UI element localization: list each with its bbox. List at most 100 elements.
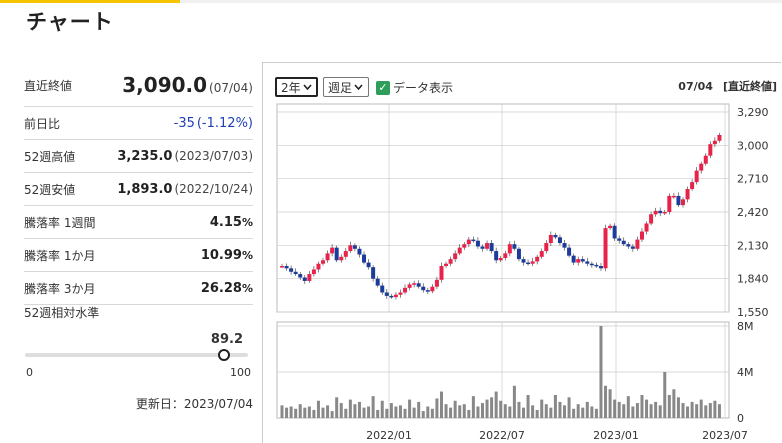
candle-body <box>562 243 567 248</box>
volume-bar <box>540 399 544 418</box>
candle-body <box>389 295 394 298</box>
m1-value-group: 10.99% <box>201 248 253 263</box>
data-display-label: データ表示 <box>393 81 454 95</box>
candle-body <box>703 155 708 164</box>
candle-body <box>357 248 362 255</box>
volume-bar <box>298 404 302 418</box>
price-tick-label: 2,710 <box>737 173 769 186</box>
volume-bar <box>645 399 649 418</box>
volume-bar <box>608 389 612 418</box>
data-display-toggle[interactable]: ✓ データ表示 <box>376 79 453 96</box>
m3-unit: % <box>241 281 253 295</box>
candle-body <box>635 239 640 249</box>
candle-body <box>453 253 458 260</box>
relative-value: 89.2 <box>210 332 243 347</box>
candle-body <box>580 259 585 262</box>
chart-header-date: 07/04 <box>678 80 713 93</box>
candle-body <box>311 269 316 275</box>
volume-bar <box>690 401 694 418</box>
candle-body <box>676 195 681 206</box>
volume-bar <box>622 404 626 418</box>
volume-bar <box>289 406 293 418</box>
candle-body <box>316 263 321 270</box>
volume-bar <box>353 404 357 418</box>
candle-body <box>521 259 526 263</box>
volume-bar <box>303 407 307 418</box>
candle-body <box>321 260 326 264</box>
volume-bar <box>522 407 526 418</box>
candle-body <box>526 262 531 265</box>
candle-body <box>626 244 631 247</box>
candle-body <box>293 271 298 275</box>
volume-bar <box>321 407 325 418</box>
candle-body <box>608 225 613 229</box>
period-select[interactable]: 2年 <box>275 77 318 97</box>
close-label: 直近終値 <box>24 78 73 93</box>
candle-body <box>475 240 480 247</box>
candle-body <box>289 268 294 272</box>
candle-body <box>489 243 494 252</box>
candle-body <box>639 231 644 240</box>
candle-body <box>352 245 357 249</box>
volume-bar <box>357 401 361 418</box>
candle-body <box>421 286 426 291</box>
volume-bar <box>663 372 667 418</box>
candle-body <box>630 246 635 249</box>
close-value-group: 3,090.0 (07/04) <box>122 73 253 97</box>
volume-bar <box>686 406 690 418</box>
volume-bar <box>699 399 703 418</box>
volume-bar <box>280 405 284 418</box>
relative-label: 52週相対水準 <box>24 306 100 320</box>
volume-bar <box>485 399 489 418</box>
candle-body <box>680 199 685 206</box>
chevron-down-icon <box>303 84 312 90</box>
candle-body <box>384 292 389 296</box>
volume-bar <box>439 391 443 418</box>
volume-bar <box>394 406 398 418</box>
candle-body <box>448 259 453 264</box>
volume-plot-frame <box>276 321 730 419</box>
volume-bar <box>412 407 416 418</box>
volume-bar <box>476 406 480 418</box>
low52-value-group: 1,893.0 (2022/10/24) <box>117 182 253 197</box>
check-icon[interactable]: ✓ <box>376 80 390 95</box>
volume-bar <box>285 407 289 418</box>
w1-unit: % <box>241 215 253 229</box>
candle-body <box>644 223 649 232</box>
candle-body <box>649 214 654 224</box>
volume-bar <box>335 397 339 418</box>
prev-row: 前日比 -35 (-1.12%) <box>24 107 253 140</box>
chart-header: 07/04 [直近終値] <box>668 78 777 94</box>
volume-bar <box>316 400 320 418</box>
volume-tick-label: 8M <box>737 320 754 333</box>
candle-body <box>466 239 471 245</box>
volume-bar <box>367 406 371 418</box>
volume-bar <box>613 399 617 418</box>
prev-pct: (-1.12%) <box>196 115 253 131</box>
volume-bar <box>471 396 475 418</box>
candle-body <box>284 266 289 269</box>
interval-select[interactable]: 週足 <box>323 77 369 97</box>
price-tick-label: 1,550 <box>737 306 769 319</box>
low52-row: 52週安値 1,893.0 (2022/10/24) <box>24 173 253 206</box>
x-tick-label: 2022/07 <box>479 429 525 442</box>
page-title: チャート <box>26 10 114 34</box>
candle-body <box>598 266 603 269</box>
updated-date: 更新日：2023/07/04 <box>135 397 253 411</box>
volume-bar <box>398 405 402 418</box>
relative-slider-track <box>25 349 248 361</box>
candle-body <box>571 255 576 263</box>
high52-label: 52週高値 <box>24 149 76 164</box>
candle-body <box>658 210 663 214</box>
volume-bar <box>408 399 412 418</box>
candle-body <box>667 195 672 212</box>
candle-body <box>694 170 699 183</box>
candle-body <box>334 247 339 261</box>
candle-body <box>516 248 521 260</box>
volume-bar <box>563 405 567 418</box>
volume-bar <box>631 406 635 418</box>
volume-bar <box>604 385 608 418</box>
volume-bar <box>695 404 699 418</box>
candle-body <box>507 244 512 254</box>
candle-body <box>557 237 562 244</box>
